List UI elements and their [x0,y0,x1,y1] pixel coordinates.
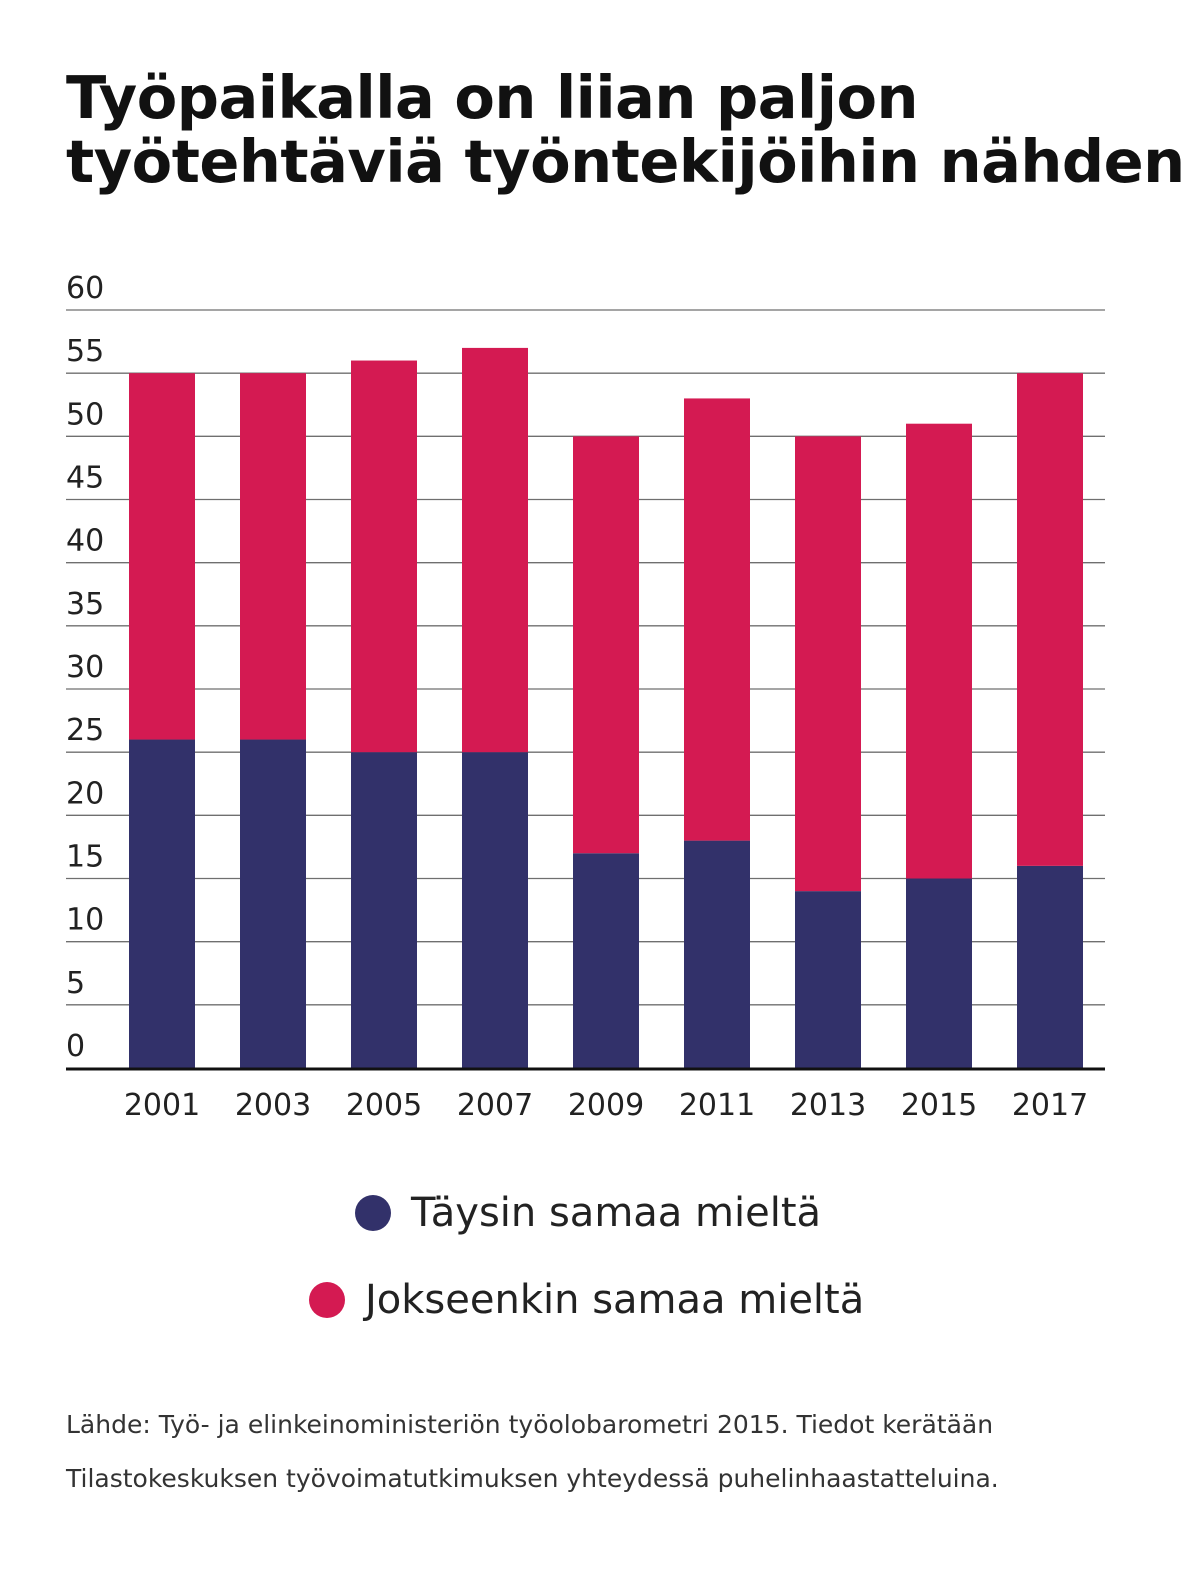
y-tick-label: 30 [66,650,104,685]
x-tick-label: 2017 [1012,1088,1088,1123]
y-tick-label: 40 [66,524,104,559]
bar-2011-series-1 [684,398,750,841]
x-tick-label: 2003 [235,1088,311,1123]
y-tick-label: 25 [66,713,104,748]
legend-item-taysin: Täysin samaa mieltä [355,1190,821,1236]
source-note: Lähde: Työ- ja elinkeinoministeriön työo… [66,1398,1156,1506]
bar-2005-series-0 [351,752,417,1068]
x-tick-label: 2005 [346,1088,422,1123]
x-tick-label: 2015 [901,1088,977,1123]
x-tick-label: 2001 [124,1088,200,1123]
chart-title-line-1: Työpaikalla on liian paljon [66,63,919,132]
y-tick-label: 35 [66,587,104,622]
y-tick-label: 55 [66,334,104,369]
bar-2015-series-0 [906,878,972,1068]
x-tick-label: 2013 [790,1088,866,1123]
y-tick-label: 5 [66,966,85,1001]
bar-2011-series-0 [684,840,750,1068]
bar-2005-series-1 [351,360,417,753]
bar-2001-series-1 [129,373,195,740]
legend-label-jokseenkin: Jokseenkin samaa mieltä [365,1277,865,1323]
y-tick-label: 50 [66,397,104,432]
y-tick-label: 20 [66,776,104,811]
x-tick-label: 2007 [457,1088,533,1123]
legend-swatch-jokseenkin-icon [309,1282,345,1318]
y-tick-label: 60 [66,271,104,306]
bar-2003-series-0 [240,739,306,1068]
bar-2001-series-0 [129,739,195,1068]
bar-2009-series-1 [573,436,639,854]
legend-swatch-taysin-icon [355,1195,391,1231]
bar-2013-series-0 [795,891,861,1068]
chart-title-line-2: työtehtäviä työntekijöihin nähden [66,127,1185,196]
source-line-2: Tilastokeskuksen työvoimatutkimuksen yht… [66,1464,999,1493]
y-tick-label: 15 [66,840,104,875]
bar-2003-series-1 [240,373,306,740]
bar-2017-series-1 [1017,373,1083,866]
y-axis-tick-labels: 0 5 10 15 20 25 30 35 40 45 50 55 60 [66,271,104,1064]
bar-2007-series-1 [462,347,528,753]
y-tick-label: 10 [66,903,104,938]
bar-2007-series-0 [462,752,528,1068]
chart-title: Työpaikalla on liian paljon työtehtäviä … [66,63,1185,196]
bar-2009-series-0 [573,853,639,1068]
y-tick-label: 45 [66,461,104,496]
source-line-1: Lähde: Työ- ja elinkeinoministeriön työo… [66,1410,994,1439]
bar-2015-series-1 [906,423,972,879]
legend-label-taysin: Täysin samaa mieltä [411,1190,822,1236]
x-tick-label: 2009 [568,1088,644,1123]
bars [129,347,1083,1068]
bar-2017-series-0 [1017,865,1083,1068]
legend-item-jokseenkin: Jokseenkin samaa mieltä [309,1277,864,1323]
y-tick-label: 0 [66,1029,85,1064]
x-axis-tick-labels: 2001 2003 2005 2007 2009 2011 2013 2015 2017 [124,1088,1088,1123]
bar-2013-series-1 [795,436,861,892]
x-tick-label: 2011 [679,1088,755,1123]
